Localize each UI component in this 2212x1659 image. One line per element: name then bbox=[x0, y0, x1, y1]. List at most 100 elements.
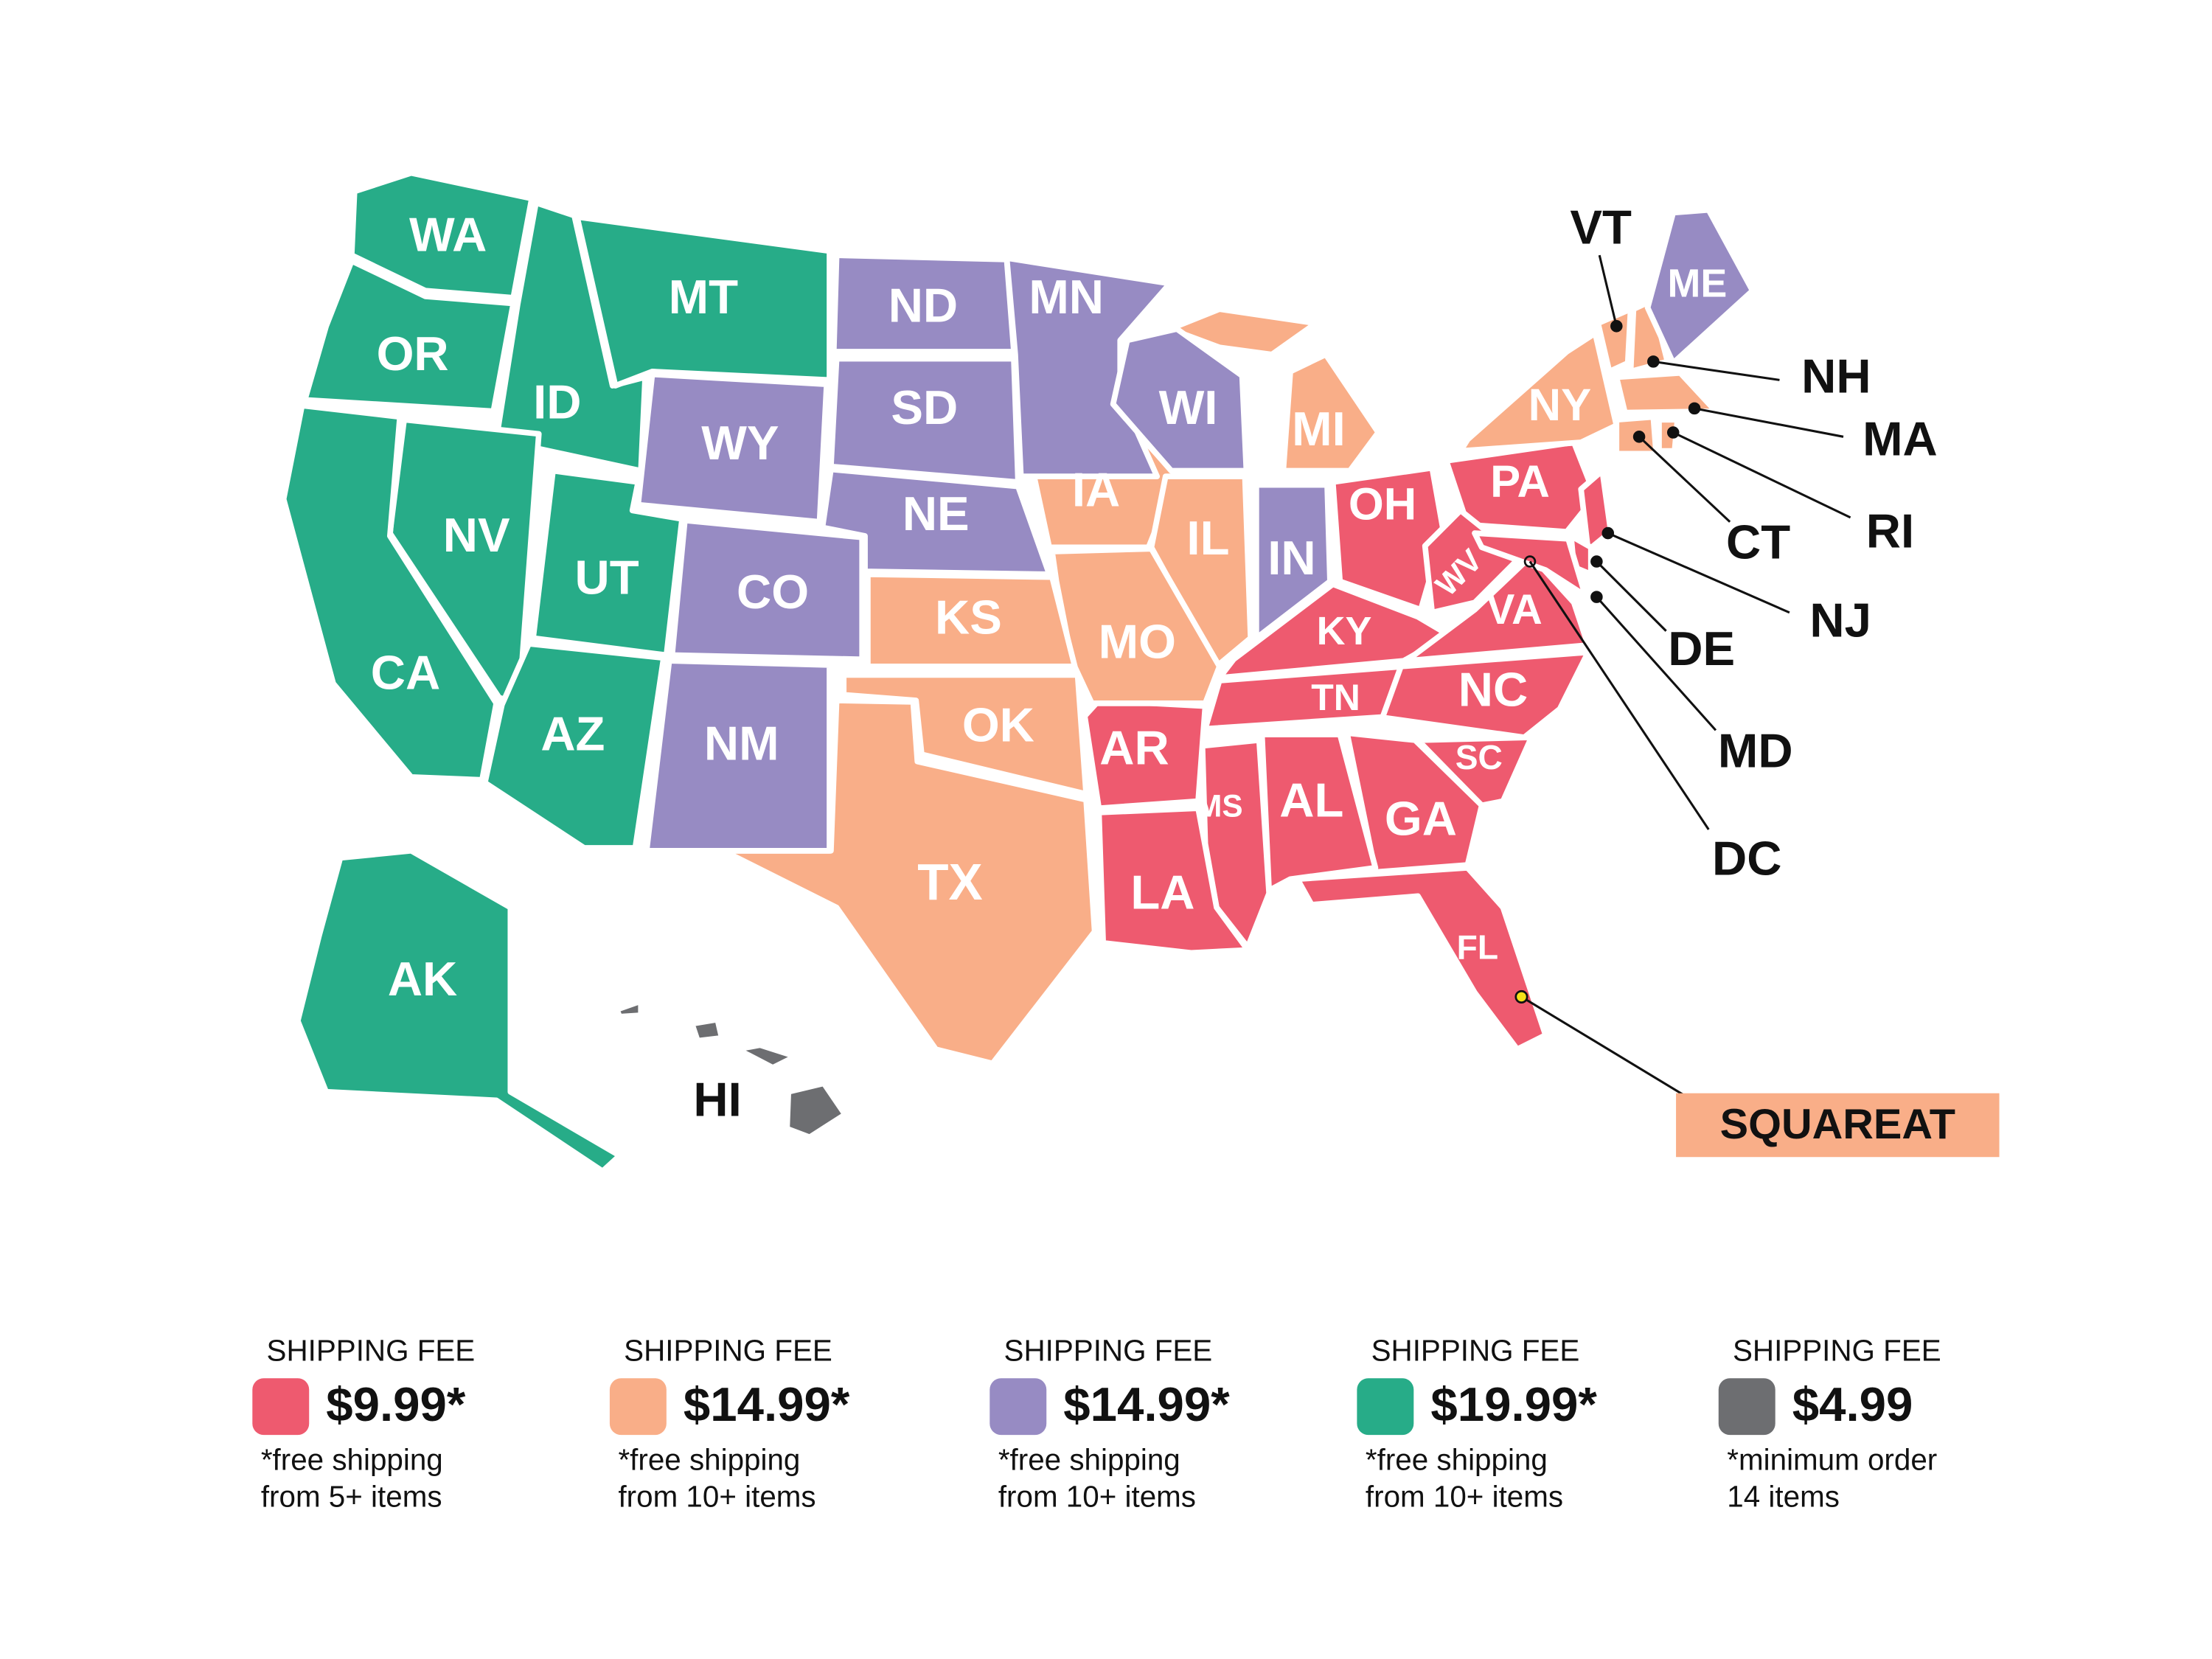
legend-price: $14.99* bbox=[684, 1377, 850, 1431]
state-label: NC bbox=[1458, 663, 1528, 717]
state-label: MA bbox=[1863, 411, 1938, 465]
state-label: DE bbox=[1668, 622, 1735, 675]
state-label: NV bbox=[443, 508, 510, 562]
state-label: LA bbox=[1130, 866, 1194, 919]
state-shape bbox=[1096, 805, 1251, 956]
state-shape bbox=[1280, 351, 1382, 474]
state-label: OR bbox=[377, 327, 449, 380]
legend-swatch bbox=[1357, 1378, 1414, 1436]
state-label: WA bbox=[409, 207, 487, 261]
state-shape bbox=[828, 355, 1021, 485]
legend-swatch bbox=[252, 1378, 310, 1436]
state-label: GA bbox=[1385, 792, 1457, 846]
state-shape bbox=[841, 672, 1089, 797]
state-label: NH bbox=[1801, 349, 1871, 403]
state-shape bbox=[1472, 530, 1588, 599]
state-label: ME bbox=[1668, 262, 1728, 306]
callout-dot bbox=[1523, 555, 1537, 568]
callout-line bbox=[1672, 431, 1851, 519]
state-shape bbox=[613, 998, 644, 1020]
state-shape bbox=[530, 467, 685, 658]
state-label: OH bbox=[1349, 479, 1416, 530]
callout-line bbox=[1596, 596, 1717, 731]
state-label: MT bbox=[669, 270, 738, 324]
callout-line bbox=[1596, 560, 1667, 632]
state-label: AR bbox=[1099, 720, 1169, 774]
store-dot bbox=[1514, 990, 1528, 1004]
state-label: NM bbox=[704, 717, 779, 771]
legend-heading: SHIPPING FEE bbox=[1004, 1333, 1213, 1367]
state-label: ID bbox=[533, 375, 581, 428]
callout-dot bbox=[1647, 355, 1660, 368]
callout-dot bbox=[1610, 320, 1623, 333]
state-label: AZ bbox=[540, 706, 605, 760]
state-label: WY bbox=[701, 416, 779, 470]
state-label: TX bbox=[917, 853, 982, 911]
legend-note: from 10+ items bbox=[1366, 1479, 1563, 1513]
state-shape bbox=[784, 1080, 848, 1141]
state-label: KS bbox=[935, 591, 1002, 644]
state-shape bbox=[1253, 481, 1333, 641]
legend-note: from 10+ items bbox=[618, 1479, 815, 1513]
state-shape bbox=[1148, 473, 1253, 669]
states bbox=[280, 170, 1756, 1175]
store-box bbox=[1676, 1093, 2000, 1158]
state-label: SC bbox=[1455, 738, 1503, 776]
legend-heading: SHIPPING FEE bbox=[267, 1333, 476, 1367]
state-label: DC bbox=[1712, 831, 1781, 885]
state-shape bbox=[574, 214, 832, 389]
state-label: IN bbox=[1267, 531, 1315, 585]
callout-line bbox=[1528, 560, 1710, 830]
state-label: FL bbox=[1457, 928, 1498, 967]
state-label: ND bbox=[888, 278, 958, 332]
callout-dot bbox=[1632, 431, 1646, 443]
state-shape bbox=[481, 641, 667, 851]
callout-dot bbox=[1601, 526, 1615, 540]
state-label: IL bbox=[1186, 511, 1229, 565]
state-label: TN bbox=[1311, 677, 1360, 718]
legend-swatch bbox=[990, 1378, 1047, 1436]
state-label: IA bbox=[1072, 462, 1120, 516]
legend-note: *free shipping bbox=[618, 1442, 800, 1476]
state-label: PA bbox=[1490, 456, 1550, 507]
callout-line bbox=[1694, 407, 1844, 438]
legend-note: from 10+ items bbox=[998, 1479, 1196, 1513]
state-label: MO bbox=[1099, 614, 1176, 668]
state-label: AK bbox=[388, 952, 457, 1006]
legend-price: $9.99* bbox=[326, 1377, 466, 1431]
state-label: OK bbox=[962, 698, 1034, 752]
legend-price: $4.99 bbox=[1792, 1377, 1913, 1431]
legend-note: *free shipping bbox=[998, 1442, 1180, 1476]
state-shape bbox=[1595, 306, 1634, 375]
legend-note: 14 items bbox=[1727, 1479, 1840, 1513]
state-shape bbox=[734, 1042, 799, 1071]
state-label: VT bbox=[1570, 201, 1632, 254]
state-label: NJ bbox=[1809, 593, 1871, 647]
legend-heading: SHIPPING FEE bbox=[1371, 1333, 1580, 1367]
state-label: RI bbox=[1866, 504, 1914, 557]
legend-price: $14.99* bbox=[1063, 1377, 1230, 1431]
state-shape bbox=[302, 258, 516, 414]
store-label: SQUAREAT bbox=[1720, 1101, 1955, 1148]
state-label: NY bbox=[1528, 380, 1591, 431]
state-shape bbox=[1110, 326, 1250, 474]
state-label: SD bbox=[891, 380, 958, 434]
state-shape bbox=[349, 170, 535, 301]
callout-dot bbox=[1590, 555, 1603, 568]
legend-note: *minimum order bbox=[1727, 1442, 1937, 1476]
state-shape bbox=[295, 848, 623, 1175]
state-label: KY bbox=[1317, 609, 1372, 653]
legend-swatch bbox=[609, 1378, 667, 1436]
state-label: CA bbox=[371, 646, 440, 700]
state-shape bbox=[689, 1016, 725, 1044]
state-label: AL bbox=[1279, 773, 1343, 827]
state-shape bbox=[669, 517, 866, 663]
state-label: HI bbox=[693, 1072, 741, 1126]
legend-heading: SHIPPING FEE bbox=[624, 1333, 832, 1367]
callout-line bbox=[1607, 532, 1790, 614]
legend-swatch bbox=[1718, 1378, 1775, 1436]
state-shape bbox=[1613, 369, 1719, 416]
